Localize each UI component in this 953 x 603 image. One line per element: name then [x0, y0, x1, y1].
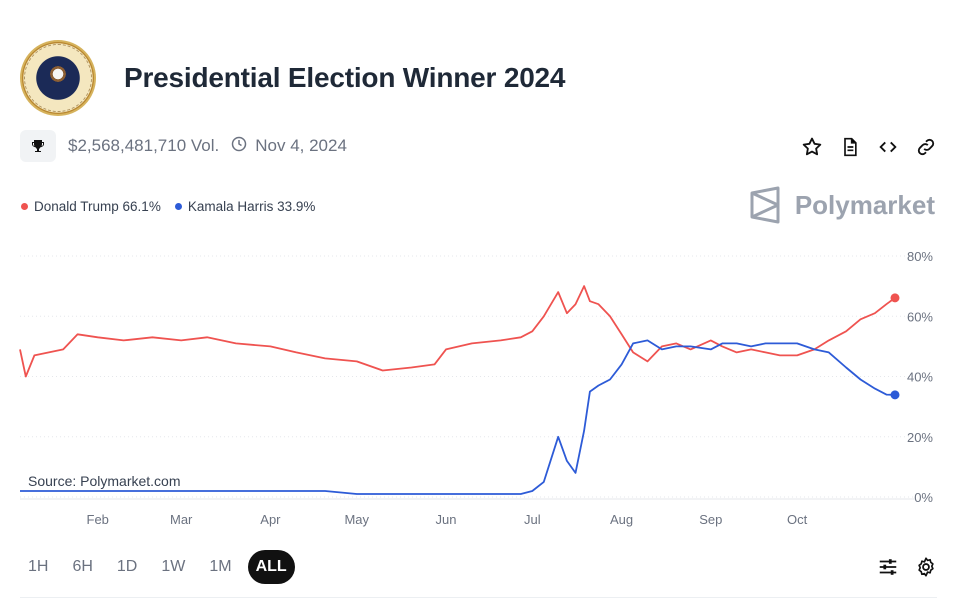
- legend-label-trump: Donald Trump 66.1%: [34, 199, 161, 214]
- x-tick-label: Oct: [787, 512, 808, 527]
- sliders-icon[interactable]: [877, 556, 899, 578]
- market-meta: $2,568,481,710 Vol. Nov 4, 2024: [20, 130, 347, 162]
- y-tick-label: 20%: [907, 430, 933, 445]
- legend-item-harris: Kamala Harris 33.9%: [174, 199, 316, 214]
- x-tick-label: May: [344, 512, 369, 527]
- chart-controls: [877, 556, 937, 578]
- range-button-1h[interactable]: 1H: [28, 558, 49, 575]
- document-icon[interactable]: [839, 136, 861, 158]
- time-range-selector: 1H 6H 1D 1W 1M ALL: [20, 550, 295, 584]
- source-label: Source: Polymarket.com: [22, 472, 187, 490]
- x-tick-label: Jul: [524, 512, 541, 527]
- y-tick-label: 60%: [907, 309, 933, 324]
- series-line-kamala-harris: [20, 339, 896, 495]
- y-tick-label: 0%: [914, 490, 933, 505]
- series-endpoint-kamala-harris: [890, 390, 900, 400]
- trophy-icon: [20, 130, 56, 162]
- legend-label-harris: Kamala Harris 33.9%: [187, 199, 316, 214]
- presidential-seal-icon: [20, 40, 96, 116]
- series-line-donald-trump: [19, 285, 896, 378]
- legend-item-trump: Donald Trump 66.1%: [21, 199, 161, 214]
- range-button-1w[interactable]: 1W: [161, 558, 186, 575]
- y-tick-label: 40%: [907, 370, 933, 385]
- range-button-all[interactable]: ALL: [247, 550, 295, 584]
- legend-dot-trump: [21, 203, 28, 210]
- x-tick-label: Apr: [260, 512, 281, 527]
- range-button-6h[interactable]: 6H: [72, 558, 93, 575]
- range-button-1m[interactable]: 1M: [209, 558, 232, 575]
- market-toolbar: [801, 136, 937, 158]
- market-header: Presidential Election Winner 2024: [20, 40, 566, 116]
- page-title: Presidential Election Winner 2024: [124, 62, 566, 93]
- volume-value: $2,568,481,710 Vol.: [68, 136, 220, 155]
- gear-icon[interactable]: [915, 556, 937, 578]
- x-tick-label: Aug: [610, 512, 633, 527]
- chart-legend: Donald Trump 66.1% Kamala Harris 33.9%: [21, 199, 315, 214]
- range-button-1d[interactable]: 1D: [116, 558, 138, 575]
- end-date: Nov 4, 2024: [231, 136, 347, 157]
- clock-icon: [231, 136, 247, 157]
- code-icon[interactable]: [877, 136, 899, 158]
- end-date-label: Nov 4, 2024: [255, 136, 347, 155]
- legend-dot-harris: [174, 203, 182, 210]
- series-endpoint-donald-trump: [890, 293, 900, 303]
- x-tick-label: Feb: [87, 512, 109, 527]
- x-tick-label: Mar: [170, 512, 193, 527]
- bottom-divider: [20, 597, 937, 598]
- polymarket-logo-icon: [750, 186, 780, 224]
- x-tick-label: Jun: [436, 512, 457, 527]
- y-tick-label: 80%: [907, 249, 933, 264]
- x-tick-label: Sep: [699, 512, 722, 527]
- polymarket-wordmark: Polymarket: [794, 189, 935, 220]
- polymarket-logo: Polymarket: [749, 186, 935, 224]
- link-icon[interactable]: [915, 136, 937, 158]
- star-icon[interactable]: [801, 136, 823, 158]
